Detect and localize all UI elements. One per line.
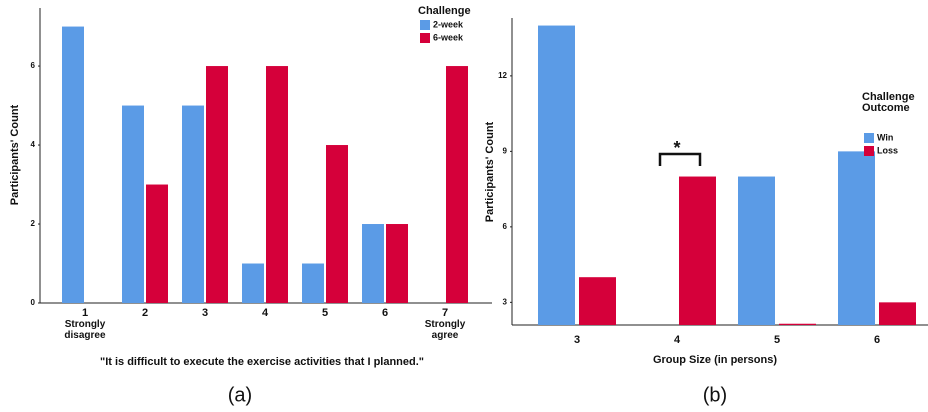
annotation: * (673, 138, 680, 158)
legend-label: Loss (877, 145, 898, 155)
x-axis-label: "It is difficult to execute the exercise… (100, 356, 424, 368)
legend-title: Challenge Outcome (862, 91, 915, 114)
bar (266, 66, 288, 303)
bar (242, 263, 264, 303)
legend-title: Challenge (418, 5, 471, 17)
x-tick-label: 4 (262, 307, 269, 319)
y-tick-label: 3 (503, 297, 508, 306)
legend-swatch (864, 133, 874, 143)
legend-swatch (864, 146, 874, 156)
x-tick-label: 5 (322, 307, 328, 319)
caption: (b) (703, 384, 727, 406)
bar (838, 151, 875, 325)
x-tick-label: 6 (874, 334, 880, 346)
bar (879, 302, 916, 325)
bar (446, 66, 468, 303)
bar (146, 184, 168, 303)
x-tick-label: 3 (574, 334, 580, 346)
y-axis-label: Participants' Count (9, 104, 21, 205)
y-tick-label: 2 (31, 219, 36, 228)
y-tick-label: 0 (31, 298, 36, 307)
x-axis-label: Group Size (in persons) (653, 354, 777, 366)
legend-swatch (420, 20, 430, 30)
bar (302, 263, 324, 303)
y-tick-label: 12 (498, 71, 507, 80)
x-tick-label: 1 (82, 307, 88, 319)
x-tick-label: 4 (674, 334, 681, 346)
bar (326, 145, 348, 303)
x-tick-label: 7 (442, 307, 448, 319)
y-tick-label: 6 (31, 61, 36, 70)
bar (122, 105, 144, 303)
y-tick-label: 6 (503, 222, 508, 231)
y-tick-label: 9 (503, 146, 508, 155)
bar (362, 224, 384, 303)
legend-label: 2-week (433, 19, 464, 29)
legend-label: 6-week (433, 32, 464, 42)
significance-bracket (658, 152, 702, 166)
x-tick-label: 5 (774, 334, 780, 346)
bar (62, 26, 84, 303)
bar (206, 66, 228, 303)
x-tick-label: 3 (202, 307, 208, 319)
category-note: Strongly agree (424, 319, 466, 341)
bar (779, 323, 816, 325)
bar (579, 277, 616, 325)
bar (679, 176, 716, 325)
x-tick-label: 6 (382, 307, 388, 319)
bar (538, 25, 575, 325)
bar (182, 105, 204, 303)
legend-label: Win (877, 132, 893, 142)
y-tick-label: 4 (31, 140, 36, 149)
bar (738, 176, 775, 325)
category-note: Strongly disagree (64, 319, 106, 341)
x-tick-label: 2 (142, 307, 148, 319)
legend-swatch (420, 33, 430, 43)
bar (386, 224, 408, 303)
y-axis-label: Participants' Count (484, 121, 496, 222)
caption: (a) (228, 384, 252, 406)
